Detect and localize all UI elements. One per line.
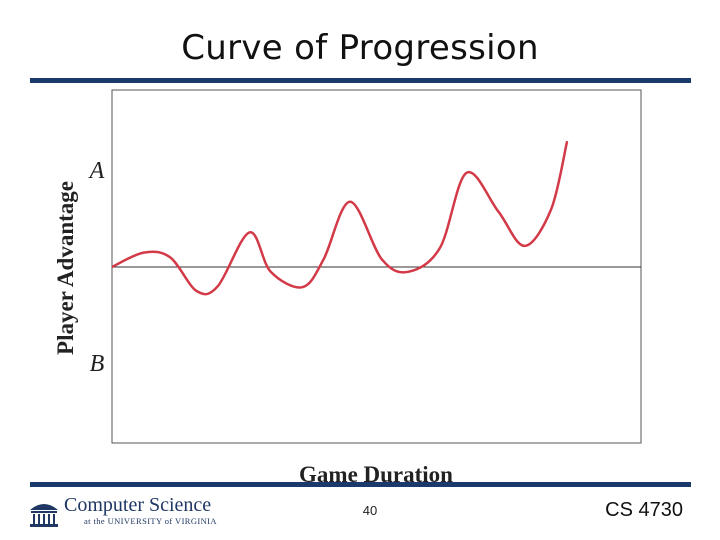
- footer-divider: [30, 482, 691, 487]
- slide-title: Curve of Progression: [181, 28, 539, 68]
- rotunda-icon: [30, 504, 58, 527]
- uva-cs-logo: Computer Science at the UNIVERSITY of VI…: [28, 494, 238, 530]
- progression-curve: [112, 140, 569, 296]
- y-marker-b: B: [90, 351, 105, 377]
- y-marker-a: A: [88, 158, 105, 184]
- title-divider: [30, 78, 691, 83]
- logo-wordmark: Computer Science: [64, 494, 212, 516]
- y-axis-label: Player Advantage: [53, 181, 78, 355]
- logo-subtitle: at the UNIVERSITY of VIRGINIA: [84, 516, 217, 526]
- course-code: CS 4730: [605, 499, 683, 521]
- page-number: 40: [362, 503, 378, 518]
